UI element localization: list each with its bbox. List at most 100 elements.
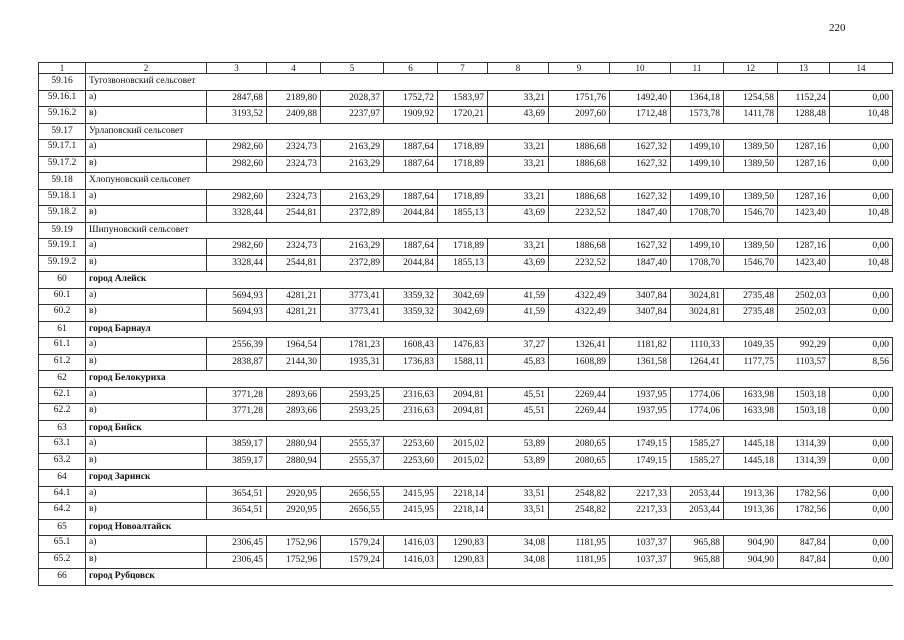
value-cell: 1887,64: [383, 238, 438, 256]
value-cell: 0,00: [829, 89, 893, 107]
value-cell: 10,48: [829, 254, 893, 272]
table-row: 59.17.1 а) 2982,60 2324,73 2163,29 1887,64 171…: [38, 139, 893, 157]
value-cell: 2880,94: [266, 436, 321, 454]
value-cell: 1847,40: [609, 205, 671, 223]
value-cell: 2253,60: [383, 436, 438, 454]
table-row: 61.1 а) 2556,39 1964,54 1781,23 1608,43 1476,8…: [38, 337, 893, 355]
value-cell: 0,00: [829, 485, 893, 503]
value-cell: 2080,65: [548, 436, 610, 454]
table-row: 60.2 в) 5694,93 4281,21 3773,41 3359,32 3042,6…: [38, 304, 893, 322]
row-label: а): [85, 535, 207, 553]
group-name: город Новоалтайск: [85, 518, 893, 536]
row-label: а): [85, 287, 207, 305]
value-cell: 847,84: [777, 535, 830, 553]
column-header: 7: [437, 62, 488, 74]
value-cell: 0,00: [829, 452, 893, 470]
value-cell: 2548,82: [548, 502, 610, 520]
row-label: в): [85, 502, 207, 520]
value-cell: 5694,93: [206, 304, 267, 322]
value-cell: 2217,33: [609, 485, 671, 503]
value-cell: 1718,89: [437, 139, 488, 157]
value-cell: 3042,69: [437, 287, 488, 305]
value-cell: 0,00: [829, 551, 893, 569]
table-row: 61.2 в) 2838,87 2144,30 1935,31 1736,83 1588,1…: [38, 353, 893, 371]
row-code: 64.2: [38, 502, 86, 520]
group-name: Урлаповский сельсовет: [85, 122, 893, 140]
value-cell: 2735,48: [723, 287, 778, 305]
value-cell: 2893,66: [266, 386, 321, 404]
value-cell: 3654,51: [206, 485, 267, 503]
value-cell: 3328,44: [206, 205, 267, 223]
value-cell: 1736,83: [383, 353, 438, 371]
table-row: 59.19.2 в) 3328,44 2544,81 2372,89 2044,84 185…: [38, 254, 893, 272]
value-cell: 0,00: [829, 238, 893, 256]
value-cell: 2306,45: [206, 535, 267, 553]
group-row: 62 город Белокуриха: [38, 370, 893, 388]
value-cell: 4281,21: [266, 287, 321, 305]
value-cell: 1287,16: [777, 188, 830, 206]
value-cell: 33,21: [487, 89, 549, 107]
value-cell: 2324,73: [266, 238, 321, 256]
group-row: 59.16 Тугозвоновский сельсовет: [38, 73, 893, 91]
value-cell: 3771,28: [206, 386, 267, 404]
value-cell: 2656,55: [320, 502, 384, 520]
group-name: город Барнаул: [85, 320, 893, 338]
value-cell: 1290,83: [437, 535, 488, 553]
group-name: город Бийск: [85, 419, 893, 437]
table-row: 59.18.1 а) 2982,60 2324,73 2163,29 1887,64 171…: [38, 188, 893, 206]
value-cell: 1782,56: [777, 485, 830, 503]
value-cell: 1287,16: [777, 139, 830, 157]
value-cell: 2982,60: [206, 155, 267, 173]
value-cell: 1389,50: [723, 188, 778, 206]
value-cell: 1887,64: [383, 155, 438, 173]
value-cell: 43,69: [487, 205, 549, 223]
table-row: 59.18.2 в) 3328,44 2544,81 2372,89 2044,84 185…: [38, 205, 893, 223]
value-cell: 1627,32: [609, 139, 671, 157]
row-label: в): [85, 353, 207, 371]
value-cell: 1181,82: [609, 337, 671, 355]
value-cell: 45,83: [487, 353, 549, 371]
value-cell: 33,21: [487, 139, 549, 157]
row-code: 59.18.2: [38, 205, 86, 223]
value-cell: 1608,89: [548, 353, 610, 371]
value-cell: 3407,84: [609, 304, 671, 322]
value-cell: 2218,14: [437, 485, 488, 503]
value-cell: 3771,28: [206, 403, 267, 421]
column-header: 4: [266, 62, 321, 74]
value-cell: 1326,41: [548, 337, 610, 355]
value-cell: 2415,95: [383, 502, 438, 520]
row-code: 63.1: [38, 436, 86, 454]
value-cell: 4322,49: [548, 304, 610, 322]
row-label: а): [85, 337, 207, 355]
value-cell: 2735,48: [723, 304, 778, 322]
value-cell: 2189,80: [266, 89, 321, 107]
value-cell: 1290,83: [437, 551, 488, 569]
group-row: 63 город Бийск: [38, 419, 893, 437]
value-cell: 1627,32: [609, 155, 671, 173]
group-row: 59.19 Шипуновский сельсовет: [38, 221, 893, 239]
group-name: город Алейск: [85, 271, 893, 289]
column-header: 14: [829, 62, 893, 74]
value-cell: 2324,73: [266, 155, 321, 173]
value-cell: 1389,50: [723, 238, 778, 256]
value-cell: 1633,98: [723, 403, 778, 421]
value-cell: 965,88: [670, 535, 724, 553]
value-cell: 2163,29: [320, 155, 384, 173]
column-header: 13: [777, 62, 830, 74]
value-cell: 1627,32: [609, 238, 671, 256]
row-label: в): [85, 452, 207, 470]
value-cell: 1264,41: [670, 353, 724, 371]
value-cell: 2232,52: [548, 254, 610, 272]
value-cell: 1411,78: [723, 106, 778, 124]
value-cell: 0,00: [829, 337, 893, 355]
value-cell: 1588,11: [437, 353, 488, 371]
value-cell: 1752,72: [383, 89, 438, 107]
value-cell: 2163,29: [320, 238, 384, 256]
value-cell: 904,90: [723, 551, 778, 569]
value-cell: 992,29: [777, 337, 830, 355]
value-cell: 1499,10: [670, 139, 724, 157]
value-cell: 1499,10: [670, 238, 724, 256]
value-cell: 0,00: [829, 155, 893, 173]
group-row: 59.17 Урлаповский сельсовет: [38, 122, 893, 140]
value-cell: 2015,02: [437, 436, 488, 454]
